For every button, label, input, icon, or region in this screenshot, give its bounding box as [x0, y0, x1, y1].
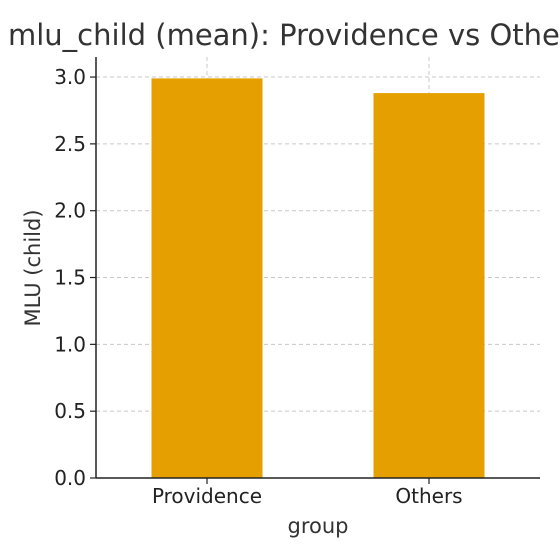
- x-axis-label: group: [288, 514, 349, 538]
- x-tick-label: Others: [395, 484, 462, 508]
- axes: [90, 57, 540, 484]
- y-tick-label: 0.0: [54, 466, 86, 490]
- y-tick-label: 1.5: [54, 266, 86, 290]
- y-tick-labels: 0.0 0.5 1.0 1.5 2.0 2.5 3.0: [54, 65, 86, 490]
- y-axis-label: MLU (child): [21, 209, 45, 326]
- bar-providence: [151, 78, 263, 478]
- y-tick-label: 1.0: [54, 332, 86, 356]
- bar-others: [373, 93, 485, 478]
- y-tick-label: 3.0: [54, 65, 86, 89]
- chart-title: mlu_child (mean): Providence vs Others: [8, 18, 560, 52]
- y-tick-label: 2.0: [54, 199, 86, 223]
- y-tick-label: 2.5: [54, 132, 86, 156]
- x-tick-label: Providence: [152, 484, 262, 508]
- y-tick-label: 0.5: [54, 399, 86, 423]
- x-tick-labels: Providence Others: [152, 484, 463, 508]
- bars: [151, 78, 485, 478]
